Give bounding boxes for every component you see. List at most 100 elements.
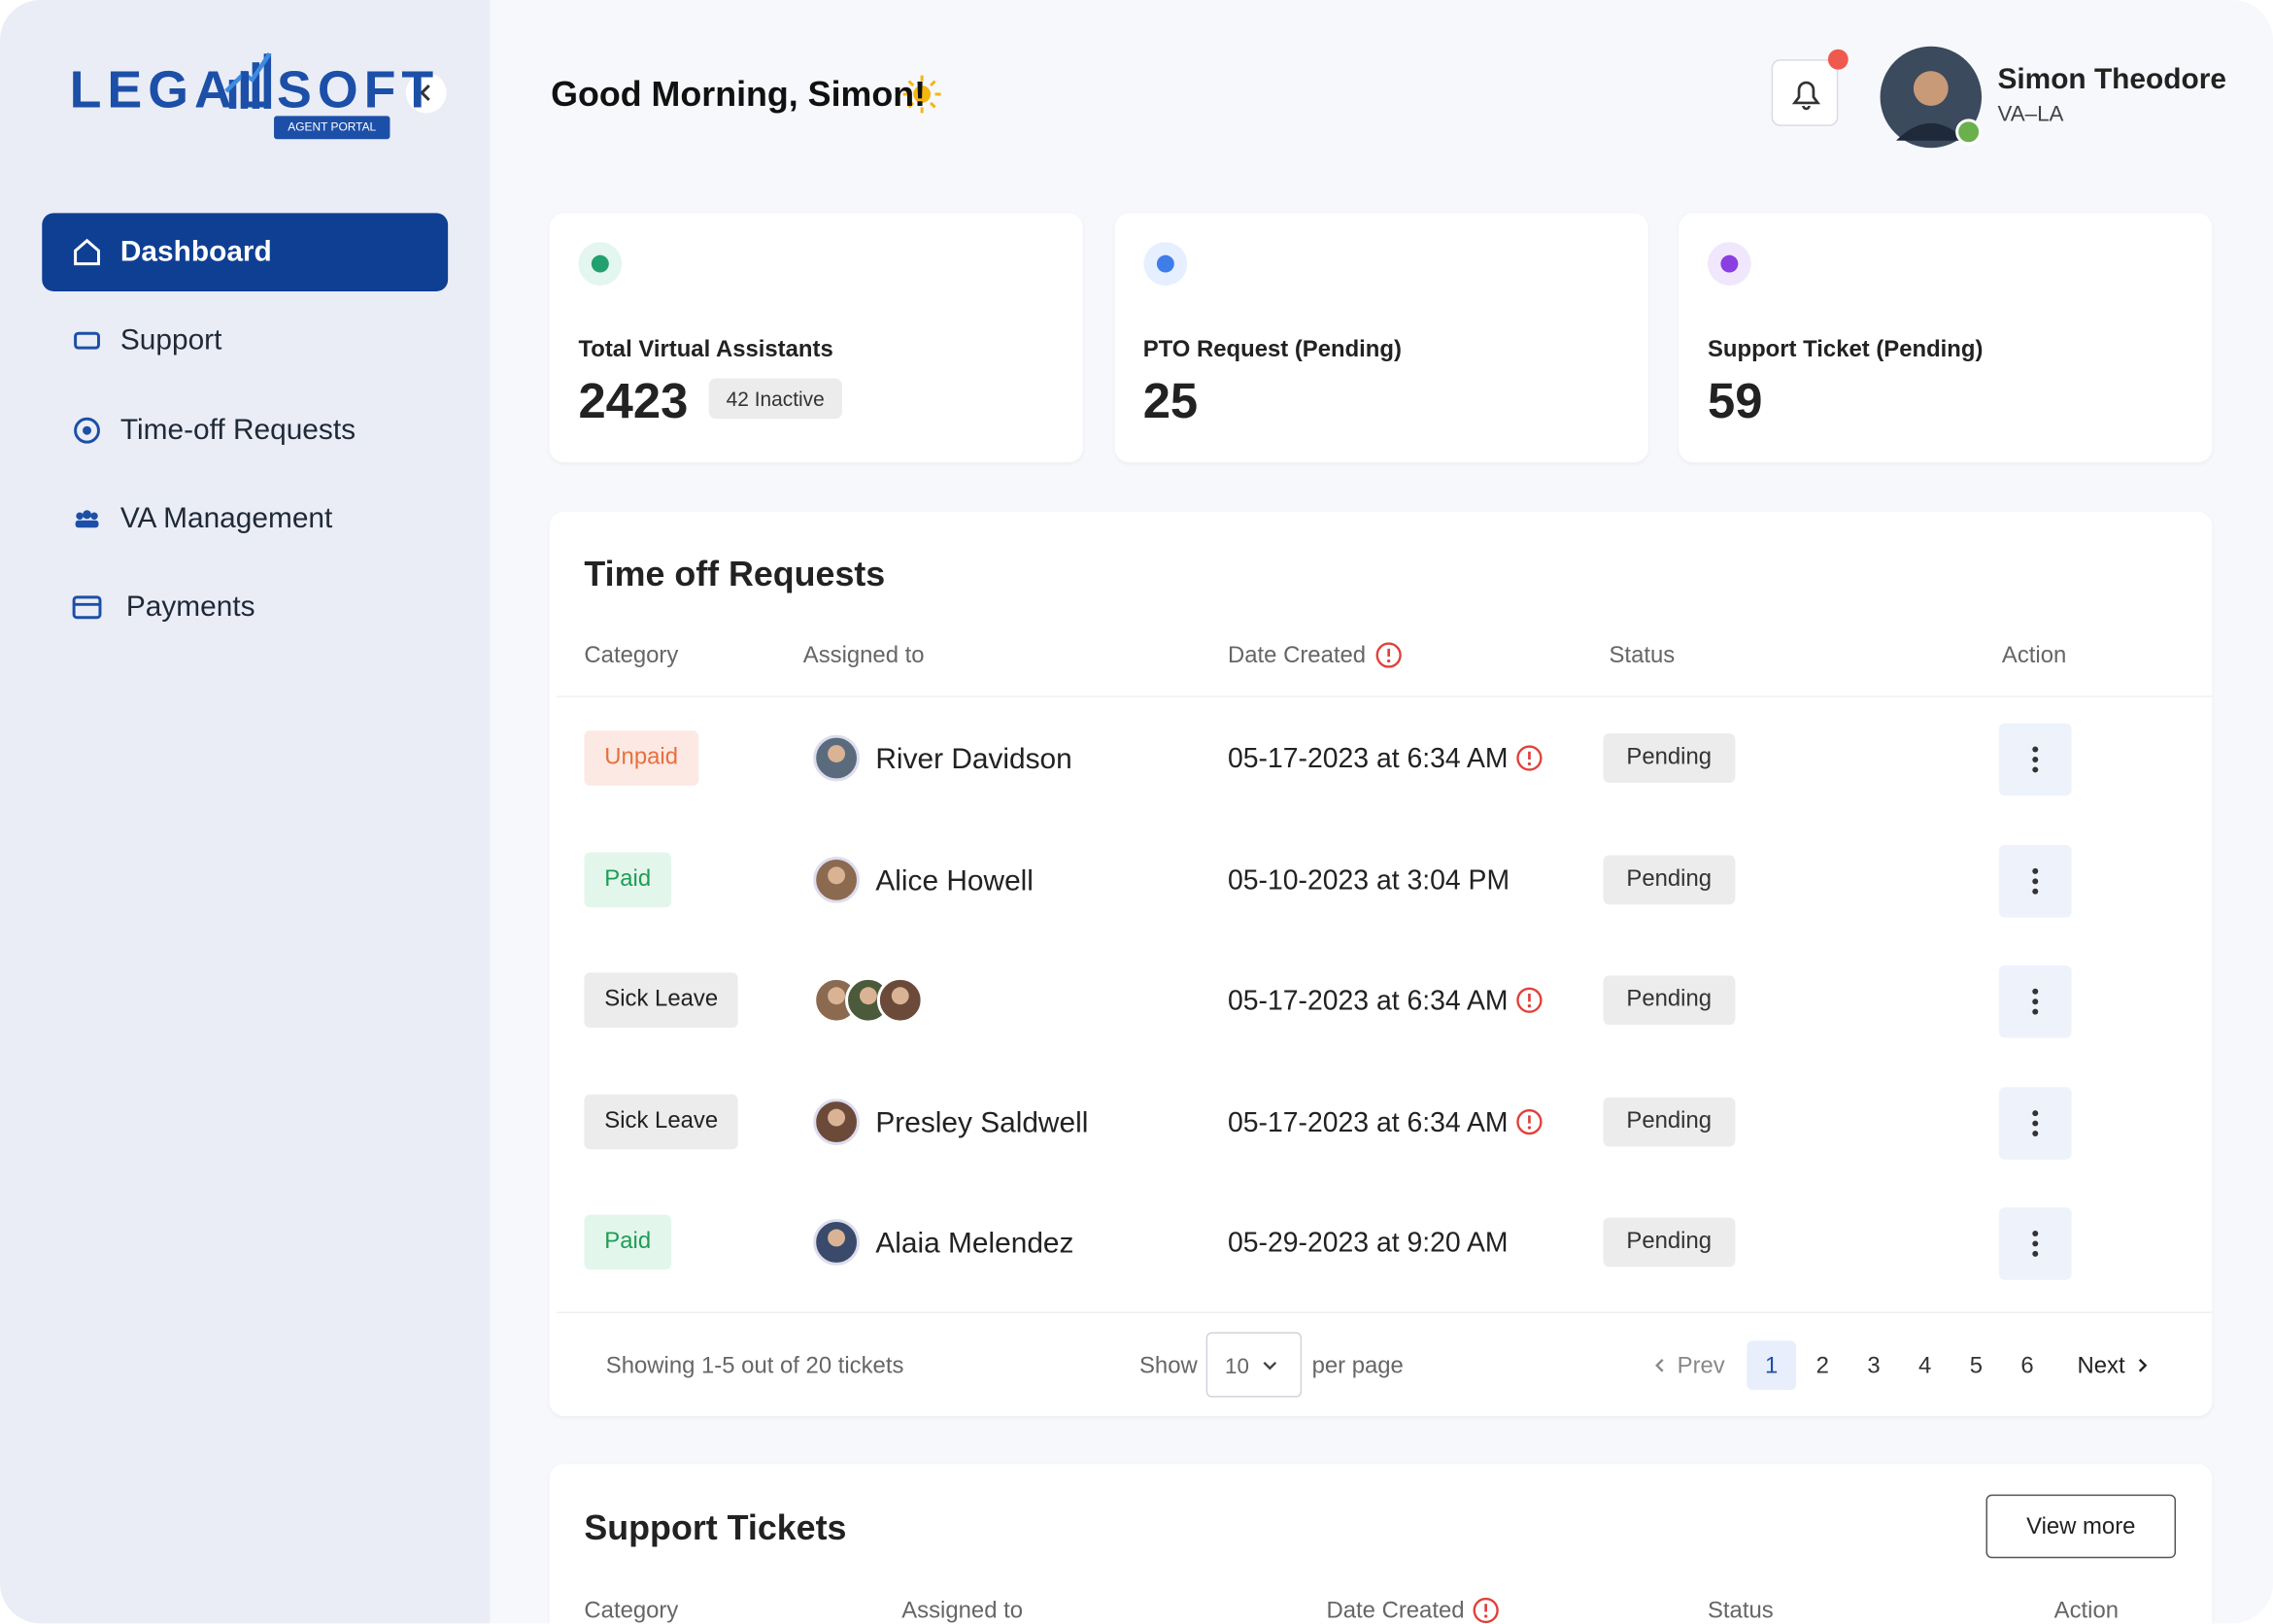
- nav-item[interactable]: Dashboard: [119, 236, 272, 269]
- stat-card: [549, 213, 1083, 463]
- user-avatar: [1880, 46, 1983, 149]
- logo-icon: [224, 51, 272, 109]
- warning-icon: [1515, 986, 1544, 1015]
- category-pill: Sick Leave: [584, 972, 739, 1029]
- date-created: 05-17-2023 at 6:34 AM: [1228, 986, 1509, 1017]
- column-header: Date Created: [1326, 1599, 1465, 1624]
- action-button[interactable]: [1998, 723, 2072, 796]
- assignee-avatar: [813, 1098, 860, 1145]
- status-pill: Pending: [1603, 854, 1735, 904]
- notification-button[interactable]: [1771, 59, 1839, 126]
- action-button[interactable]: [1998, 1207, 2072, 1280]
- next-button[interactable]: Next: [2077, 1353, 2125, 1379]
- column-header: Date Created: [1228, 643, 1367, 668]
- logo-tag: AGENT PORTAL: [288, 119, 377, 134]
- nav-icon: [71, 325, 103, 357]
- category-pill: Paid: [584, 1214, 672, 1270]
- page-number[interactable]: 3: [1867, 1353, 1881, 1379]
- date-created: 05-17-2023 at 6:34 AM: [1228, 744, 1509, 775]
- user-role: VA–LA: [1997, 102, 2064, 127]
- nav-icon: [71, 502, 103, 534]
- support-card: [549, 1464, 2213, 1624]
- column-header: Status: [1707, 1599, 1774, 1624]
- stat-value: 25: [1142, 374, 1199, 429]
- column-header: Action: [2053, 1599, 2120, 1624]
- show-label: Show: [1138, 1353, 1198, 1379]
- column-header: Category: [584, 643, 679, 668]
- nav-icon: [71, 236, 103, 268]
- warning-icon: [1515, 744, 1544, 773]
- chevron-left: [1648, 1354, 1672, 1377]
- notification-dot: [1827, 49, 1849, 70]
- warning-icon: [1472, 1596, 1501, 1624]
- column-header: Status: [1609, 643, 1676, 668]
- nav-active[interactable]: [42, 213, 449, 291]
- section-title: Support Tickets: [584, 1508, 847, 1548]
- section-title: Time off Requests: [584, 555, 886, 594]
- chevron-down: [1258, 1354, 1281, 1377]
- date-created: 05-10-2023 at 3:04 PM: [1228, 864, 1510, 897]
- page-number[interactable]: 1: [1765, 1353, 1779, 1379]
- assignee-avatar: [813, 734, 860, 782]
- stat-card: [1679, 213, 2213, 463]
- stat-badge: 42 Inactive: [708, 378, 842, 420]
- column-header: Category: [584, 1599, 679, 1624]
- date-created: 05-29-2023 at 9:20 AM: [1228, 1228, 1509, 1260]
- divider: [557, 695, 2213, 697]
- stat-label: PTO Request (Pending): [1142, 337, 1402, 363]
- per-page-label: per page: [1311, 1353, 1404, 1379]
- category-pill: Unpaid: [584, 730, 698, 786]
- view-more-label: View more: [2026, 1514, 2136, 1539]
- warning-icon: [1374, 641, 1404, 670]
- stat-icon: [1707, 242, 1751, 286]
- stat-icon: [1142, 242, 1187, 286]
- view-more-button[interactable]: [1985, 1494, 2177, 1559]
- status-pill: Pending: [1603, 1096, 1735, 1146]
- assignee-name: Presley Saldwell: [875, 1106, 1089, 1139]
- action-button[interactable]: [1998, 1086, 2072, 1160]
- chevron-right: [2131, 1354, 2154, 1377]
- column-header: Assigned to: [901, 1599, 1024, 1624]
- stat-label: Total Virtual Assistants: [578, 337, 833, 363]
- page-current: [1747, 1340, 1797, 1391]
- category-pill: Paid: [584, 851, 672, 907]
- divider: [557, 1311, 2213, 1314]
- stat-icon: [578, 242, 623, 286]
- page-number[interactable]: 2: [1815, 1353, 1829, 1379]
- nav-icon: [71, 414, 103, 446]
- assignee-avatar: [813, 856, 860, 902]
- page-number[interactable]: 6: [2020, 1353, 2034, 1379]
- action-button[interactable]: [1998, 964, 2072, 1038]
- warning-icon: [1515, 1106, 1544, 1135]
- status-pill: Pending: [1603, 733, 1735, 783]
- page-number[interactable]: 4: [1918, 1353, 1932, 1379]
- action-button[interactable]: [1998, 844, 2072, 917]
- status-pill: Pending: [1603, 975, 1735, 1026]
- assignee-name: River Davidson: [875, 743, 1072, 776]
- greeting: Good Morning, Simon!: [551, 75, 927, 115]
- logo-right: SOFT: [277, 59, 440, 119]
- status-pill: Pending: [1603, 1217, 1735, 1268]
- nav-icon: [71, 592, 103, 624]
- logo-tag-box: [274, 116, 390, 140]
- nav-item[interactable]: VA Management: [119, 502, 333, 535]
- stat-value: 2423: [578, 374, 689, 429]
- collapse-button[interactable]: [405, 72, 447, 114]
- nav-item[interactable]: Support: [119, 324, 222, 357]
- per-page-value: 10: [1225, 1354, 1249, 1379]
- stat-label: Support Ticket (Pending): [1707, 337, 1984, 363]
- per-page-select[interactable]: [1205, 1332, 1303, 1398]
- column-header: Assigned to: [802, 643, 925, 668]
- showing-text: Showing 1-5 out of 20 tickets: [605, 1353, 904, 1379]
- assignee-avatar: [813, 1219, 860, 1266]
- user-name: Simon Theodore: [1997, 63, 2226, 96]
- nav-item[interactable]: Time-off Requests: [119, 414, 356, 446]
- date-created: 05-17-2023 at 6:34 AM: [1228, 1107, 1509, 1138]
- logo-left: LEGAL: [69, 59, 276, 119]
- prev-button[interactable]: Prev: [1677, 1353, 1725, 1379]
- nav-item[interactable]: Payments: [125, 591, 255, 624]
- sun-emoji: [902, 75, 941, 114]
- page-number[interactable]: 5: [1969, 1353, 1983, 1379]
- stat-value: 59: [1707, 374, 1763, 429]
